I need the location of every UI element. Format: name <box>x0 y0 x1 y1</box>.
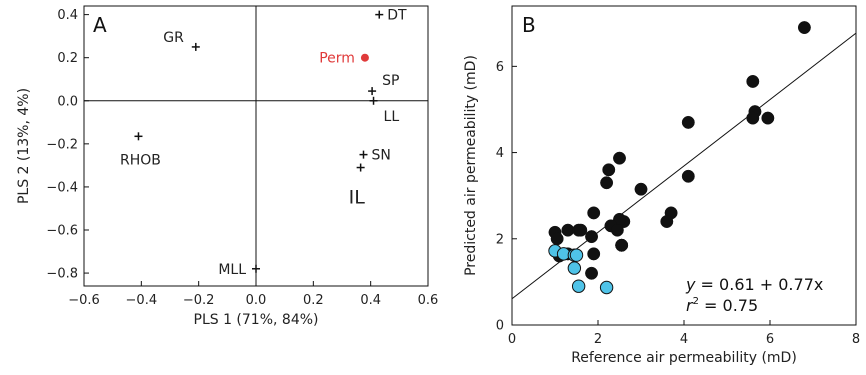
data-point <box>587 206 601 220</box>
x-tick-label: −0.4 <box>126 293 158 308</box>
x-axis-label: PLS 1 (71%, 84%) <box>194 312 319 328</box>
y-tick-label: 0.4 <box>57 8 78 23</box>
data-point-marker <box>360 53 369 62</box>
data-point <box>571 279 586 293</box>
x-tick-label: 6 <box>766 332 774 347</box>
data-point <box>587 247 601 261</box>
data-point <box>585 266 598 280</box>
data-point <box>600 176 614 190</box>
data-point <box>613 151 626 165</box>
panel-a: −0.6 −0.4 −0.2 0.0 0.2 0.4 0.6 0.4 0.2 0.0 −0.2 −0.… <box>16 5 439 328</box>
r-squared-label: r2 = 0.75 <box>686 296 758 315</box>
data-point <box>602 163 616 177</box>
x-tick-label: 0 <box>508 332 516 347</box>
r-squared-var: r <box>686 296 694 315</box>
data-point <box>681 115 695 129</box>
data-point <box>746 111 760 125</box>
y-tick-label: 4 <box>496 146 504 161</box>
y-tick-label: 0 <box>496 319 504 334</box>
data-point <box>569 248 584 262</box>
y-tick-label: 6 <box>496 60 504 75</box>
x-tick-label: −0.6 <box>68 293 100 308</box>
equation-label: y = 0.61 + 0.77x <box>685 275 823 294</box>
data-point-label: MLL <box>218 262 246 278</box>
x-tick-label: 0.4 <box>360 293 381 308</box>
y-tick-label: 2 <box>496 232 504 247</box>
x-tick-label: 4 <box>680 332 688 347</box>
data-point <box>610 223 624 237</box>
r-squared-rest: = 0.75 <box>699 296 758 315</box>
data-point <box>585 230 598 244</box>
r-squared-sup: 2 <box>693 296 699 307</box>
data-point <box>797 21 811 35</box>
x-tick-label: 0.2 <box>303 293 324 308</box>
equation-rest: = 0.61 + 0.77x <box>695 275 823 294</box>
y-tick-label: −0.4 <box>46 180 78 195</box>
data-point-label: SN <box>372 148 391 164</box>
x-tick-label: 0.6 <box>418 293 439 308</box>
data-point <box>634 182 648 196</box>
data-point <box>681 169 695 183</box>
data-point-label: SP <box>382 73 399 89</box>
x-tick-label: 8 <box>852 332 860 347</box>
y-tick-label: 0.0 <box>57 94 78 109</box>
y-axis-label: Predicted air permeability (mD) <box>463 55 479 276</box>
data-point <box>599 280 614 295</box>
data-point <box>567 261 582 275</box>
data-point <box>574 223 588 237</box>
x-axis-label: Reference air permeability (mD) <box>571 350 797 366</box>
x-tick-label: −0.2 <box>183 293 215 308</box>
y-tick-label: −0.2 <box>46 137 78 152</box>
data-point-label: LL <box>384 109 400 125</box>
y-tick-label: 0.2 <box>57 51 78 66</box>
equation-var: y <box>685 275 696 294</box>
data-point <box>550 232 564 246</box>
y-tick-label: −0.8 <box>46 267 78 282</box>
data-point-label: RHOB <box>120 152 161 168</box>
data-point <box>660 215 674 228</box>
data-point-label: DT <box>387 8 407 24</box>
data-point-label: IL <box>349 187 366 209</box>
data-point <box>761 111 775 125</box>
data-point <box>746 74 760 88</box>
x-tick-label: 2 <box>594 332 602 347</box>
y-axis-label: PLS 2 (13%, 4%) <box>16 88 32 204</box>
data-point <box>615 238 629 252</box>
panel-letter: B <box>522 13 536 37</box>
panel-b: 0 2 4 6 8 0 2 4 6 Reference air permeability (mD)… <box>463 5 860 366</box>
x-tick-label: 0.0 <box>246 293 267 308</box>
data-point-label: Perm <box>319 51 355 67</box>
data-point-label: GR <box>163 30 184 46</box>
panel-letter: A <box>93 13 107 37</box>
y-tick-label: −0.6 <box>46 224 78 239</box>
